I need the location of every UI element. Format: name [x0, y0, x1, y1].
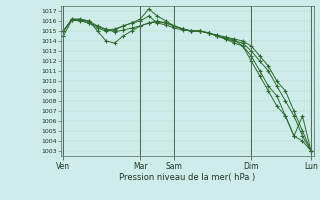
X-axis label: Pression niveau de la mer( hPa ): Pression niveau de la mer( hPa )	[119, 173, 255, 182]
